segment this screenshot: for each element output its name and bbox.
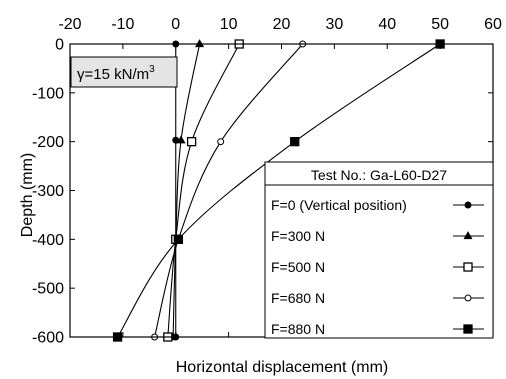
legend: Test No.: Ga-L60-D27 F=0 (Vertical posit… bbox=[264, 161, 494, 339]
axis-ticks: -20 -10 0 10 20 30 40 50 600-100-200-300-400-500… bbox=[32, 16, 502, 347]
legend-title: Test No.: Ga-L60-D27 bbox=[311, 167, 447, 183]
data-point bbox=[463, 231, 473, 240]
x-tick-label: 50 bbox=[431, 16, 449, 33]
series-line bbox=[167, 43, 240, 338]
legend-label: F=680 N bbox=[271, 290, 325, 306]
data-point bbox=[176, 135, 186, 144]
data-point bbox=[195, 39, 205, 48]
legend-label: F=0 (Vertical position) bbox=[271, 197, 407, 213]
y-tick-label: -300 bbox=[32, 183, 64, 200]
unit-weight-annotation: γ=15 kN/m3 bbox=[70, 56, 178, 88]
x-tick-label: 20 bbox=[273, 16, 291, 33]
annotation-prefix: γ=15 kN/m bbox=[77, 66, 149, 83]
y-tick-label: -100 bbox=[32, 85, 64, 102]
legend-label: F=880 N bbox=[271, 321, 325, 337]
x-tick-label: 10 bbox=[220, 16, 238, 33]
legend-box bbox=[264, 161, 494, 339]
x-tick-label: 60 bbox=[484, 16, 502, 33]
annotation-text: γ=15 kN/m3 bbox=[77, 64, 155, 83]
annotation-box bbox=[70, 56, 178, 88]
y-tick-label: -500 bbox=[32, 281, 64, 298]
data-point bbox=[464, 294, 472, 302]
series-line bbox=[117, 43, 441, 338]
data-point bbox=[186, 137, 197, 147]
data-point bbox=[290, 137, 300, 147]
y-tick-label: 0 bbox=[55, 37, 64, 54]
y-tick-label: -600 bbox=[32, 330, 64, 347]
x-tick-label: -10 bbox=[111, 16, 134, 33]
data-point bbox=[463, 324, 473, 334]
x-tick-label: 30 bbox=[325, 16, 343, 33]
x-tick-label: -20 bbox=[58, 16, 81, 33]
legend-label: F=500 N bbox=[271, 259, 325, 275]
data-point bbox=[217, 138, 225, 146]
annotation-superscript: 3 bbox=[149, 64, 155, 75]
x-tick-label: 40 bbox=[378, 16, 396, 33]
data-point bbox=[173, 234, 184, 244]
series-line bbox=[172, 43, 201, 338]
y-tick-label: -200 bbox=[32, 134, 64, 151]
y-tick-label: -400 bbox=[32, 232, 64, 249]
x-axis-label: Horizontal displacement (mm) bbox=[176, 359, 389, 376]
x-tick-label: 0 bbox=[171, 16, 180, 33]
data-point bbox=[463, 262, 473, 272]
data-point bbox=[464, 201, 472, 209]
legend-label: F=300 N bbox=[271, 228, 325, 244]
series-line bbox=[154, 43, 304, 338]
y-axis-label: Depth (mm) bbox=[19, 153, 36, 237]
